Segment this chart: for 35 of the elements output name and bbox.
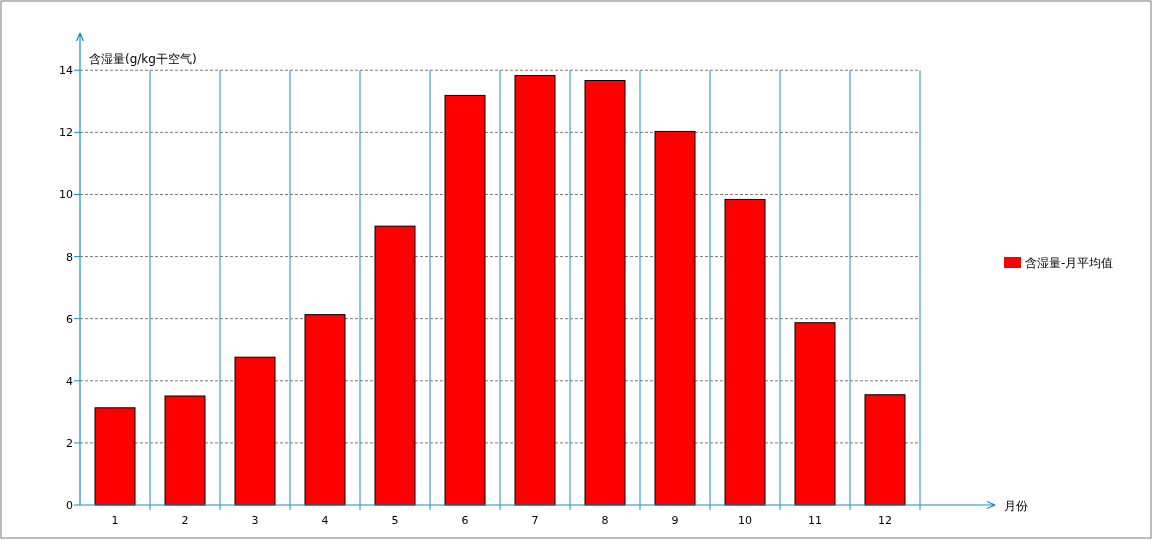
x-tick-label: 8 [601, 514, 609, 527]
bar [864, 394, 906, 506]
legend-label: 含湿量-月平均值 [1025, 256, 1114, 270]
bar [654, 130, 696, 506]
y-tick-label: 2 [66, 436, 73, 450]
bar [444, 94, 486, 506]
x-tick-label: 3 [251, 514, 259, 527]
x-tick-label: 5 [391, 514, 399, 527]
y-tick-label: 6 [66, 312, 73, 326]
x-tick-label: 2 [181, 514, 189, 527]
x-tick-label: 10 [738, 514, 752, 527]
x-tick-label: 9 [671, 514, 679, 527]
x-tick-label: 6 [461, 514, 469, 527]
bar [164, 395, 206, 506]
y-tick-label: 8 [66, 250, 73, 264]
bar [234, 356, 276, 506]
bar [94, 407, 136, 506]
bar [514, 75, 556, 506]
y-tick-label: 0 [66, 499, 73, 512]
bar [374, 225, 416, 506]
bar [584, 80, 626, 506]
y-tick-label: 14 [59, 64, 73, 78]
bar [304, 314, 346, 506]
text: 月份 [1004, 499, 1028, 513]
y-tick-label: 4 [66, 374, 73, 388]
x-tick-label: 12 [878, 514, 892, 527]
y-tick-label: 10 [59, 188, 73, 202]
bar [794, 322, 836, 506]
bar [724, 198, 766, 506]
x-tick-label: 1 [111, 514, 119, 527]
x-tick-label: 11 [808, 514, 822, 527]
y-axis-title: 含湿量(g/kg干空气) [89, 52, 197, 66]
y-tick-label: 12 [59, 126, 73, 140]
x-tick-label: 7 [531, 514, 539, 527]
x-tick-label: 4 [321, 514, 329, 527]
